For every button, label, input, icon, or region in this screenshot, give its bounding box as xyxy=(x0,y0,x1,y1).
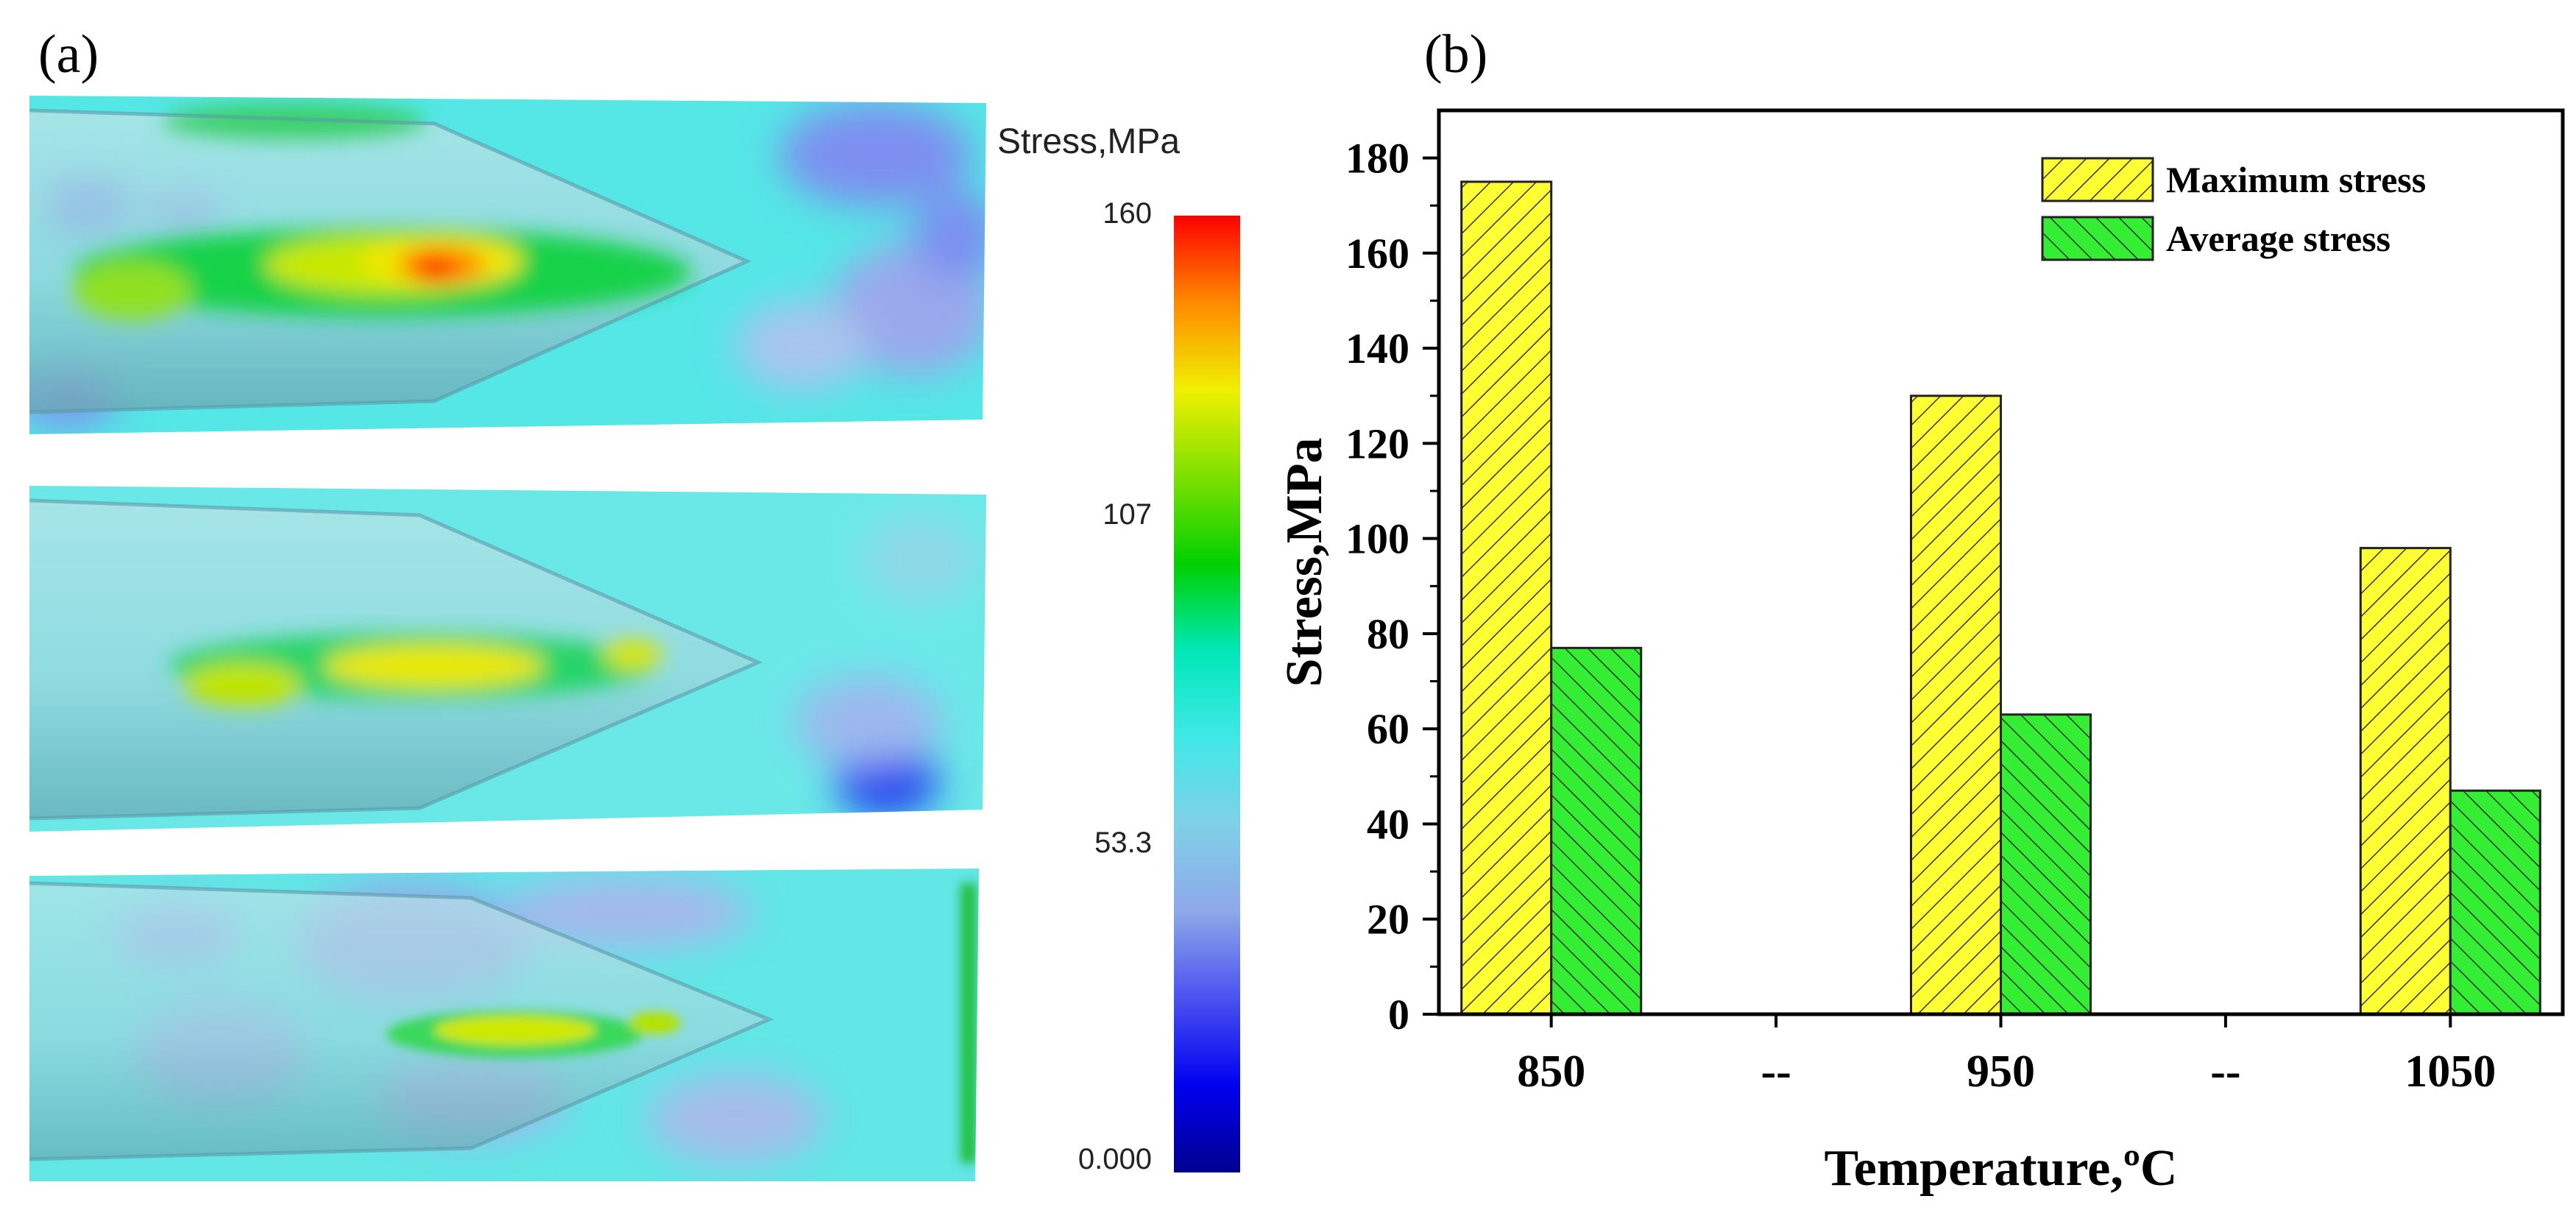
legend-swatch xyxy=(2041,157,2154,202)
plot-frame xyxy=(1437,108,2565,1016)
y-tick-label: 100 xyxy=(1345,515,1409,563)
y-tick-label: 80 xyxy=(1367,610,1409,658)
bar-average-stress xyxy=(1550,646,1643,1016)
bar-average-stress xyxy=(2449,789,2541,1016)
bar-chart: 850 -- 950 -- 1050 0 20 40 60 80 100 120 140 160 180 Te… xyxy=(1276,108,2565,1197)
y-tick-label: 180 xyxy=(1345,135,1409,183)
y-axis-label: Stress,MPa xyxy=(1276,438,1333,687)
x-tick-label: 1050 xyxy=(2405,1047,2496,1097)
bar-maximum-stress xyxy=(1910,395,2002,1016)
colorbar-title: Stress,MPa xyxy=(997,122,1180,161)
x-tick-label: -- xyxy=(1761,1047,1791,1097)
bar-average-stress xyxy=(2000,713,2092,1016)
x-tick-label: -- xyxy=(2210,1047,2240,1097)
stress-map-1050 xyxy=(29,868,979,1181)
bar-maximum-stress xyxy=(1460,180,1553,1016)
y-tick-label: 60 xyxy=(1367,705,1409,753)
legend-label: Maximum stress xyxy=(2166,159,2426,200)
x-tick-label: 950 xyxy=(1967,1047,2035,1097)
panel-b-label: (b) xyxy=(1424,24,1487,85)
y-tick-label: 160 xyxy=(1345,230,1409,277)
stress-map-850 xyxy=(29,96,986,434)
panel-a-label: (a) xyxy=(38,24,99,85)
colorbar xyxy=(1174,216,1240,1172)
bar-maximum-stress xyxy=(2359,547,2452,1016)
y-tick-label: 0 xyxy=(1388,991,1409,1039)
legend-label: Average stress xyxy=(2166,218,2391,259)
stress-map-950 xyxy=(29,486,986,832)
colorbar-tick-label: 0.000 xyxy=(1078,1143,1152,1175)
y-tick-label: 120 xyxy=(1345,420,1409,467)
legend-swatch xyxy=(2041,216,2154,261)
colorbar-tick-label: 160 xyxy=(1103,197,1152,230)
x-axis-label: Temperature,ºC xyxy=(1825,1140,2178,1197)
y-tick-label: 20 xyxy=(1367,896,1409,944)
x-tick-label: 850 xyxy=(1517,1047,1585,1097)
y-tick-label: 140 xyxy=(1345,325,1409,372)
y-tick-label: 40 xyxy=(1367,800,1409,848)
colorbar-tick-label: 53.3 xyxy=(1094,827,1152,859)
colorbar-tick-label: 107 xyxy=(1103,498,1152,531)
